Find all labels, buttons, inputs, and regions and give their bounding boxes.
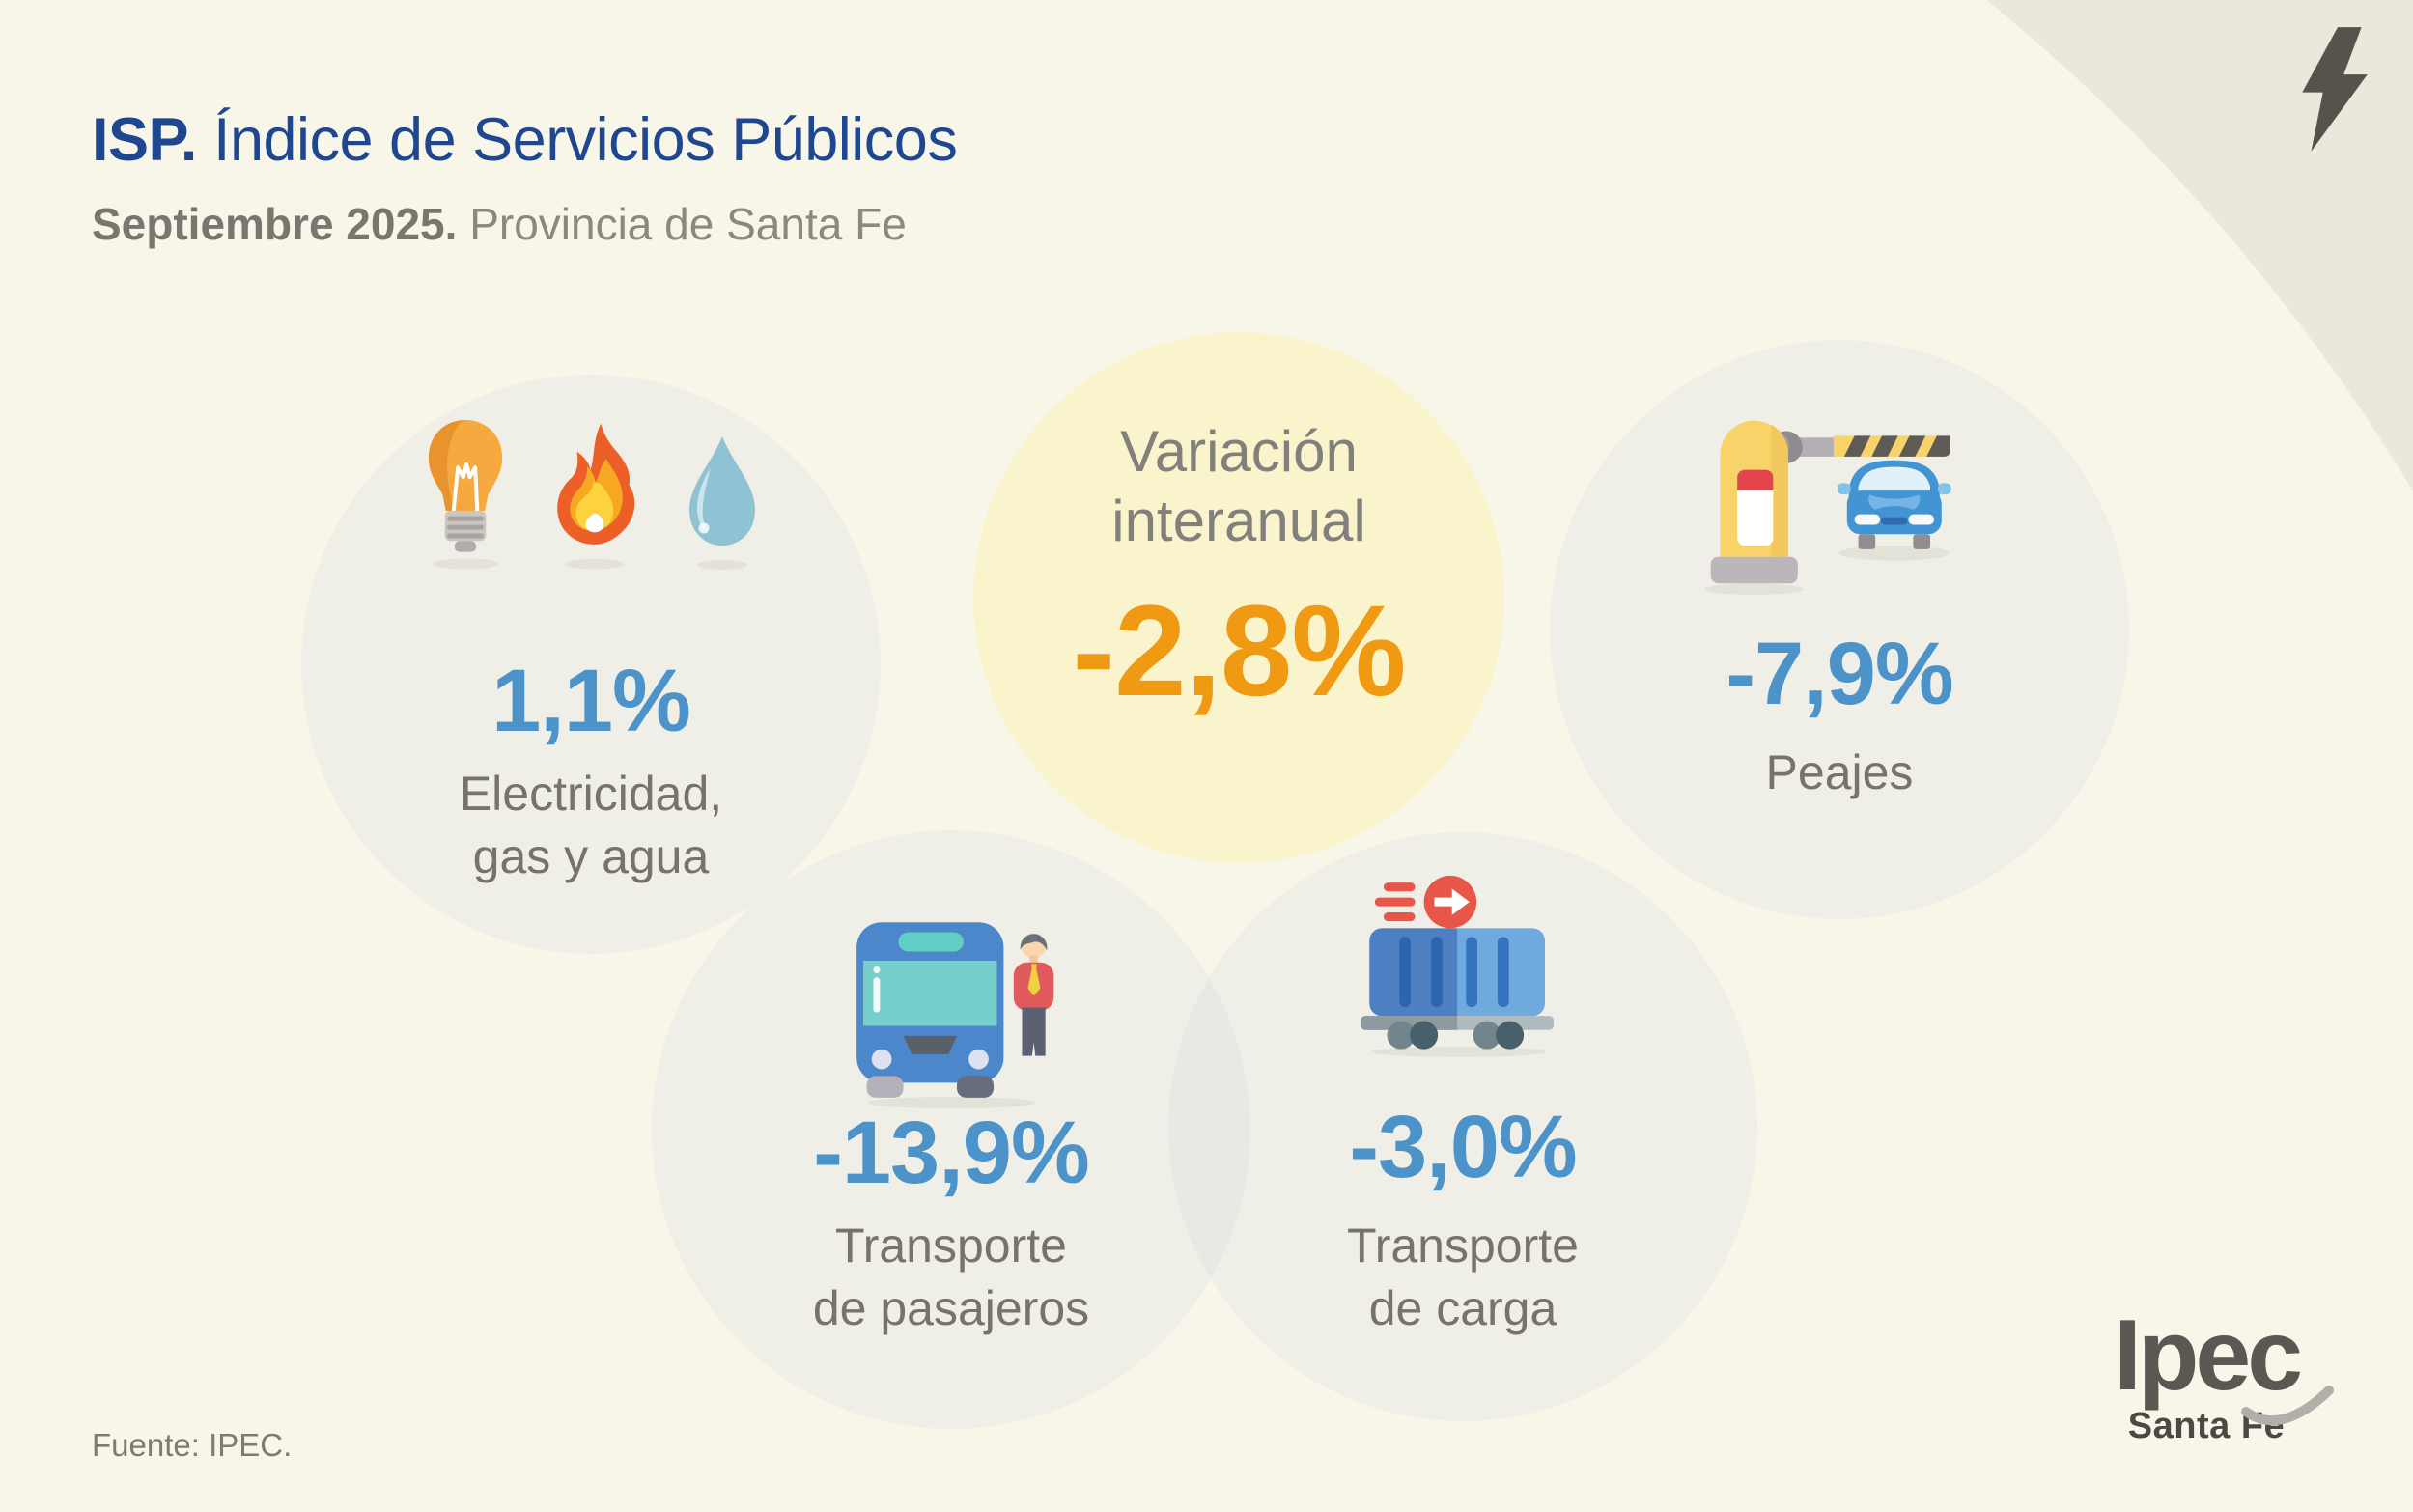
carga-label-line2: de carga xyxy=(1368,1281,1557,1335)
ipec-logo-swoosh-icon xyxy=(2241,1386,2334,1426)
lightning-bolt-icon xyxy=(2302,27,2368,152)
pasajeros-value: -13,9% xyxy=(813,1104,1090,1202)
pasajeros-label-line1: Transporte xyxy=(835,1218,1067,1273)
freight-wagon-icon xyxy=(1361,875,1555,1057)
pasajeros-label-line2: de pasajeros xyxy=(812,1281,1090,1335)
source-note: Fuente: IPEC. xyxy=(92,1427,293,1463)
page-title-rest: Índice de Servicios Públicos xyxy=(196,106,958,174)
electricidad-label-line1: Electricidad, xyxy=(459,767,723,821)
carga-label: Transporte de carga xyxy=(1168,1215,1757,1340)
center-circle xyxy=(973,332,1504,863)
speed-arrow-icon xyxy=(1374,875,1477,929)
ipec-logo-text: Ipec xyxy=(2113,1300,2303,1412)
peajes-value: -7,9% xyxy=(1726,625,1953,723)
flame-icon xyxy=(557,423,635,570)
electricidad-value: 1,1% xyxy=(491,652,691,750)
bus-icon xyxy=(856,922,1054,1109)
page-title: ISP. Índice de Servicios Públicos xyxy=(92,106,958,174)
center-badge-label: Variación interanual xyxy=(973,417,1504,556)
page-subtitle: Septiembre 2025. Provincia de Santa Fe xyxy=(92,201,957,247)
pasajeros-label: Transporte de pasajeros xyxy=(652,1215,1250,1340)
center-label-line1: Variación xyxy=(1120,419,1358,484)
ipec-logo-region: Santa Fe xyxy=(2127,1406,2286,1446)
electricidad-icon-row xyxy=(301,411,881,574)
subtitle-region: Provincia de Santa Fe xyxy=(457,199,907,250)
electricidad-label: Electricidad, gas y agua xyxy=(301,763,881,888)
passenger-icon xyxy=(1013,933,1054,1056)
peajes-label: Peajes xyxy=(1550,742,2129,804)
header: ISP. Índice de Servicios Públicos Septie… xyxy=(92,106,958,247)
center-badge-value: -2,8% xyxy=(1072,579,1406,723)
page-title-abbr: ISP. xyxy=(92,106,197,174)
subtitle-period: Septiembre 2025. xyxy=(92,199,458,250)
ipec-logo: Ipec Santa Fe xyxy=(2047,1305,2366,1447)
electricidad-label-line2: gas y agua xyxy=(472,829,710,883)
peajes-label-line1: Peajes xyxy=(1765,745,1914,799)
toll-barrier-icon xyxy=(1704,420,1951,595)
carga-label-line1: Transporte xyxy=(1347,1218,1579,1273)
water-drop-icon xyxy=(689,436,755,570)
light-bulb-icon xyxy=(428,419,503,570)
center-label-line2: interanual xyxy=(1111,489,1366,553)
carga-value: -3,0% xyxy=(1349,1098,1577,1196)
